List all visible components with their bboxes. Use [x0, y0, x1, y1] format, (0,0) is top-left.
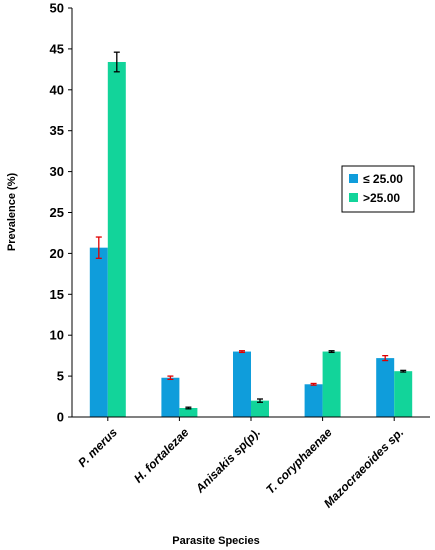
bar [179, 408, 198, 417]
bars [89, 61, 413, 417]
error-bar [95, 236, 102, 259]
error-bar [400, 369, 407, 373]
y-tick-label: 10 [50, 328, 64, 343]
category-label: Mazocraeoides sp. [321, 425, 406, 510]
bar [233, 351, 251, 417]
error-bar [113, 51, 120, 73]
legend-label: >25.00 [363, 191, 400, 205]
error-bar [185, 406, 192, 410]
y-tick-label: 0 [57, 410, 64, 425]
bar [89, 247, 108, 417]
error-bar [239, 350, 245, 354]
category-label: Anisakis sp(p). [192, 425, 263, 496]
legend-swatch [349, 193, 358, 202]
y-tick-label: 15 [50, 287, 64, 302]
y-tick-label: 50 [50, 1, 64, 16]
y-axis-title: Prevalence (%) [6, 173, 18, 252]
bar [161, 377, 180, 417]
category-label: T. coryphaenae [263, 425, 335, 497]
y-tick-label: 40 [50, 82, 64, 97]
error-bar [328, 350, 335, 354]
bar [376, 358, 395, 417]
category-label: P. merus [75, 425, 120, 470]
error-bar [310, 382, 317, 386]
y-axis-ticks: 0 5 10 15 20 25 30 35 40 45 50 [50, 1, 72, 425]
error-bars [95, 51, 407, 410]
category-label: H. fortalezae [131, 425, 192, 486]
bar [322, 351, 341, 417]
bar [304, 384, 323, 417]
y-tick-label: 5 [57, 369, 64, 384]
error-bar [382, 354, 389, 362]
legend-box [341, 165, 415, 213]
bar [251, 400, 269, 417]
legend: ≤ 25.00 >25.00 [341, 165, 415, 213]
legend-label: ≤ 25.00 [363, 172, 403, 186]
legend-swatch [349, 174, 358, 183]
error-bar [257, 398, 263, 403]
x-axis-title: Parasite Species [172, 535, 259, 547]
y-tick-label: 30 [50, 164, 64, 179]
bar [107, 61, 126, 417]
y-tick-label: 45 [50, 41, 64, 56]
x-axis-categories: P. merus H. fortalezae Anisakis sp(p). T. c… [75, 417, 406, 511]
error-bar [167, 375, 174, 381]
bar [394, 371, 413, 417]
y-tick-label: 25 [50, 205, 64, 220]
y-tick-label: 35 [50, 123, 64, 138]
y-tick-label: 20 [50, 246, 64, 261]
